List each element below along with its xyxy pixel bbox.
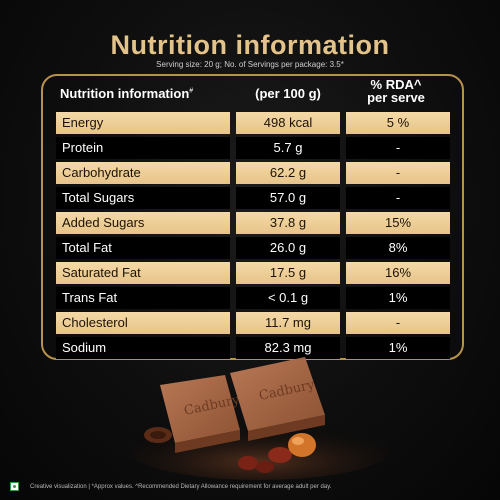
nutrient-quantity: 26.0 g	[236, 237, 340, 259]
raisin-icon	[238, 447, 292, 473]
header-rda-line1: % RDA^	[370, 77, 422, 92]
chocolate-piece-left: Cadbury	[160, 375, 242, 453]
nutrient-quantity: 498 kcal	[236, 112, 340, 134]
table-row: Sodium 82.3 mg 1%	[56, 337, 450, 359]
nutrient-quantity: 82.3 mg	[236, 337, 340, 359]
nutrient-rda: -	[346, 137, 450, 159]
apricot-icon	[288, 433, 316, 457]
nutrient-rda: -	[346, 162, 450, 184]
header-name-mark: #	[189, 87, 194, 95]
chocolate-curl-icon	[144, 427, 172, 443]
nutrient-rda: 1%	[346, 287, 450, 309]
nutrient-rda: -	[346, 312, 450, 334]
nutrient-name: Sodium	[56, 337, 230, 359]
nutrient-quantity: 57.0 g	[236, 187, 340, 209]
nutrient-quantity: 62.2 g	[236, 162, 340, 184]
vegetarian-mark-icon	[10, 482, 19, 491]
nutrient-name: Carbohydrate	[56, 162, 230, 184]
nutrient-name: Energy	[56, 112, 230, 134]
chocolate-piece-right: Cadbury	[230, 357, 325, 441]
header-rda: % RDA^ per serve	[344, 78, 448, 104]
table-row: Protein 5.7 g -	[56, 137, 450, 159]
header-name-label: Nutrition information	[60, 86, 190, 101]
nutrient-name: Trans Fat	[56, 287, 230, 309]
table-row: Added Sugars 37.8 g 15%	[56, 212, 450, 234]
nutrient-name: Added Sugars	[56, 212, 230, 234]
nutrient-rda: 8%	[346, 237, 450, 259]
table-row: Total Sugars 57.0 g -	[56, 187, 450, 209]
page-title: Nutrition information	[110, 30, 390, 60]
nutrient-name: Total Fat	[56, 237, 230, 259]
table-row: Energy 498 kcal 5 %	[56, 112, 450, 134]
table-frame	[41, 74, 464, 360]
table-row: Saturated Fat 17.5 g 16%	[56, 262, 450, 284]
serving-note: Serving size: 20 g; No. of Servings per …	[156, 60, 344, 69]
nutrient-name: Saturated Fat	[56, 262, 230, 284]
nutrient-rda: 1%	[346, 337, 450, 359]
nutrient-rda: -	[346, 187, 450, 209]
nutrient-rda: 16%	[346, 262, 450, 284]
nutrient-name: Cholesterol	[56, 312, 230, 334]
table-row: Total Fat 26.0 g 8%	[56, 237, 450, 259]
nutrient-quantity: 5.7 g	[236, 137, 340, 159]
header-per-100g: (per 100 g)	[255, 86, 321, 101]
nutrient-name: Protein	[56, 137, 230, 159]
footer-disclaimer: Creative visualization | *Approx values.…	[30, 484, 332, 490]
nutrient-name: Total Sugars	[56, 187, 230, 209]
header-nutrition-information: Nutrition information#	[60, 86, 193, 101]
table-row: Carbohydrate 62.2 g -	[56, 162, 450, 184]
header-rda-line2: per serve	[367, 90, 425, 105]
table-row: Trans Fat < 0.1 g 1%	[56, 287, 450, 309]
nutrient-quantity: < 0.1 g	[236, 287, 340, 309]
chocolate-illustration: Cadbury Cadbury	[130, 357, 390, 480]
nutrient-quantity: 11.7 mg	[236, 312, 340, 334]
table-row: Cholesterol 11.7 mg -	[56, 312, 450, 334]
nutrient-rda: 5 %	[346, 112, 450, 134]
nutrient-quantity: 17.5 g	[236, 262, 340, 284]
nutrient-quantity: 37.8 g	[236, 212, 340, 234]
nutrient-rda: 15%	[346, 212, 450, 234]
